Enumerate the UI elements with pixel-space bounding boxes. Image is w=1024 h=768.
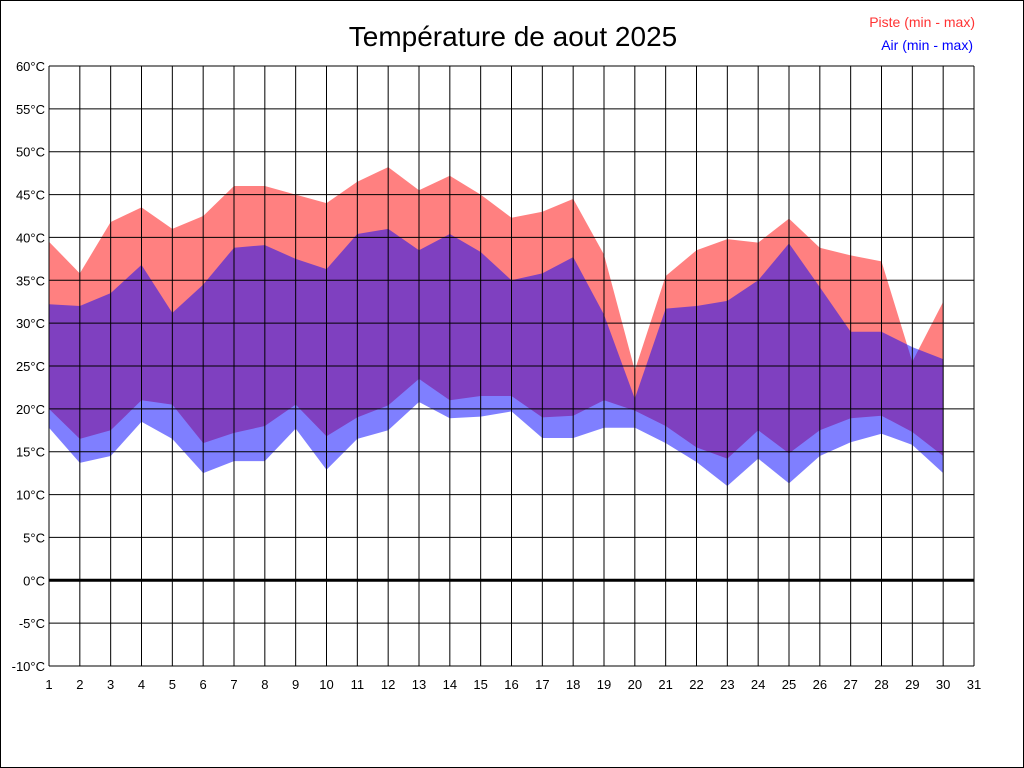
x-tick-label: 9 — [292, 677, 299, 692]
x-tick-label: 5 — [169, 677, 176, 692]
legend-entry-air: Air (min - max) — [881, 37, 973, 53]
x-tick-label: 14 — [443, 677, 457, 692]
x-tick-label: 7 — [230, 677, 237, 692]
y-tick-label: 35°C — [16, 273, 45, 288]
x-tick-label: 25 — [782, 677, 796, 692]
x-tick-label: 4 — [138, 677, 145, 692]
y-tick-label: 30°C — [16, 316, 45, 331]
x-tick-label: 19 — [597, 677, 611, 692]
y-tick-label: 55°C — [16, 102, 45, 117]
x-tick-label: 3 — [107, 677, 114, 692]
x-tick-label: 6 — [200, 677, 207, 692]
plot-areas — [49, 167, 944, 486]
legend: Piste (min - max) Air (min - max) — [869, 14, 975, 53]
x-tick-label: 8 — [261, 677, 268, 692]
x-tick-label: 2 — [76, 677, 83, 692]
x-tick-label: 30 — [936, 677, 950, 692]
x-tick-label: 17 — [535, 677, 549, 692]
y-tick-label: 15°C — [16, 445, 45, 460]
x-tick-label: 28 — [874, 677, 888, 692]
y-tick-label: 0°C — [23, 573, 45, 588]
x-tick-label: 13 — [412, 677, 426, 692]
legend-entry-piste: Piste (min - max) — [869, 14, 975, 30]
y-tick-label: -5°C — [19, 616, 45, 631]
y-tick-label: 50°C — [16, 145, 45, 160]
x-tick-label: 12 — [381, 677, 395, 692]
x-tick-label: 26 — [813, 677, 827, 692]
x-tick-label: 27 — [843, 677, 857, 692]
y-tick-label: 10°C — [16, 488, 45, 503]
x-tick-label: 29 — [905, 677, 919, 692]
y-tick-labels: -10°C -5°C 0°C 5°C 10°C 15°C 20°C 25°C 30°C 35°C 4… — [12, 59, 45, 674]
x-tick-label: 1 — [45, 677, 52, 692]
x-tick-label: 10 — [319, 677, 333, 692]
y-tick-label: 5°C — [23, 530, 45, 545]
x-tick-label: 23 — [720, 677, 734, 692]
grid — [48, 65, 975, 667]
y-tick-label: 45°C — [16, 188, 45, 203]
y-tick-label: 60°C — [16, 59, 45, 74]
y-tick-label: 20°C — [16, 402, 45, 417]
x-tick-label: 16 — [504, 677, 518, 692]
air-band — [49, 228, 944, 486]
y-tick-label: 25°C — [16, 359, 45, 374]
x-tick-label: 20 — [628, 677, 642, 692]
x-tick-label: 11 — [351, 677, 365, 692]
x-tick-label: 31 — [967, 677, 981, 692]
x-tick-labels: 1 2 3 4 5 6 7 8 9 10 11 12 13 14 15 16 17 18 19 20 21 22 23 24 2… — [45, 677, 981, 692]
y-tick-label: 40°C — [16, 230, 45, 245]
x-tick-label: 21 — [658, 677, 672, 692]
chart-title: Température de aout 2025 — [349, 21, 677, 52]
x-tick-label: 15 — [473, 677, 487, 692]
y-tick-label: -10°C — [12, 659, 45, 674]
x-tick-label: 24 — [751, 677, 765, 692]
x-tick-label: 18 — [566, 677, 580, 692]
x-tick-label: 22 — [689, 677, 703, 692]
